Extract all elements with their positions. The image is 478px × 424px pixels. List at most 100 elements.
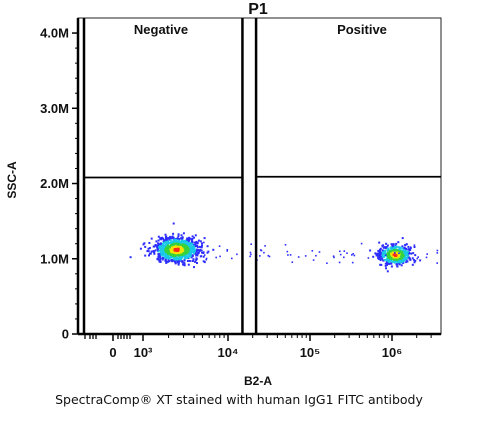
scattered-event-dot xyxy=(236,253,238,256)
negative-population-dot xyxy=(177,233,180,236)
negative-population-dot xyxy=(165,246,168,249)
negative-population-dot xyxy=(189,237,192,240)
positive-population-dot xyxy=(408,249,411,251)
negative-population-dot xyxy=(148,247,151,249)
negative-population-dot xyxy=(189,252,192,255)
negative-population-dot xyxy=(177,263,180,266)
negative-population-dot xyxy=(187,238,190,240)
negative-population-dot xyxy=(172,222,175,225)
negative-population-dot xyxy=(175,255,178,258)
scattered-event-dot xyxy=(304,255,307,257)
scattered-event-dot xyxy=(249,251,252,254)
negative-population-dot xyxy=(147,247,150,250)
negative-population-dot xyxy=(183,261,186,264)
positive-population-dot xyxy=(383,255,386,258)
negative-population-dot xyxy=(164,236,167,239)
scattered-event-dot xyxy=(426,253,428,255)
scattered-event-dot xyxy=(201,252,203,254)
scattered-event-dot xyxy=(267,254,270,257)
negative-population-dot xyxy=(169,239,172,242)
negative-population-dot xyxy=(150,250,153,253)
negative-population-dot xyxy=(161,254,164,257)
scattered-event-dot xyxy=(339,250,341,253)
positive-population-dot xyxy=(392,243,395,246)
scattered-event-dot xyxy=(343,256,345,259)
negative-population-dot xyxy=(139,247,142,250)
negative-population-dot xyxy=(191,247,194,250)
scattered-event-dot xyxy=(215,256,217,259)
y-tick-label: 4.0M xyxy=(40,26,69,41)
positive-population-dot xyxy=(381,250,384,253)
negative-population-dot xyxy=(157,242,159,245)
positive-population-dot xyxy=(398,258,401,260)
positive-population-dot xyxy=(403,253,406,255)
negative-population-dot xyxy=(171,259,174,262)
scattered-event-dot xyxy=(326,262,328,264)
negative-population-dot xyxy=(170,237,173,240)
positive-population-dot xyxy=(391,248,394,251)
negative-population-dot xyxy=(165,247,168,250)
scattered-event-dot xyxy=(339,253,342,256)
x-tick-label: 0 xyxy=(109,345,116,360)
negative-population-dot xyxy=(166,237,169,240)
negative-population-dot xyxy=(160,254,163,256)
negative-population-dot xyxy=(187,239,190,242)
negative-population-dot xyxy=(164,258,167,261)
negative-population-dot xyxy=(203,237,206,240)
x-tick-label: 10⁶ xyxy=(382,345,402,360)
scattered-event-dot xyxy=(333,256,335,259)
negative-population-dot xyxy=(153,252,156,255)
negative-population-dot xyxy=(203,261,206,264)
scattered-event-dot xyxy=(287,254,289,256)
scattered-event-dot xyxy=(219,255,221,258)
negative-population-dot xyxy=(157,250,160,253)
positive-population-dot xyxy=(396,256,399,259)
positive-population-dot xyxy=(381,257,384,260)
positive-population-dot xyxy=(379,263,382,266)
positive-population-dot xyxy=(386,270,389,273)
positive-population-dot xyxy=(378,241,381,244)
scattered-event-dot xyxy=(413,244,416,246)
positive-population-dot xyxy=(393,253,396,256)
positive-population-dot xyxy=(384,264,387,267)
scattered-event-dot xyxy=(200,255,203,257)
positive-population-dot xyxy=(389,250,392,253)
scattered-event-dot xyxy=(351,261,354,264)
negative-population-dot xyxy=(163,242,166,245)
positive-population-dot xyxy=(385,262,388,265)
negative-population-dot xyxy=(155,244,158,247)
negative-population-dot xyxy=(212,248,215,251)
scattered-event-dot xyxy=(249,255,251,258)
y-axis-label: SSC-A xyxy=(5,161,19,199)
positive-population-dot xyxy=(372,255,375,258)
positive-population-dot xyxy=(397,246,400,249)
positive-population-dot xyxy=(390,265,393,268)
negative-population-dot xyxy=(178,250,181,253)
positive-population-dot xyxy=(404,258,406,261)
negative-population-dot xyxy=(162,237,164,240)
scattered-event-dot xyxy=(263,251,265,254)
negative-population-dot xyxy=(167,241,170,244)
negative-population-dot xyxy=(168,260,171,263)
scattered-event-dot xyxy=(343,250,346,252)
negative-population-dot xyxy=(162,243,164,246)
negative-population-dot xyxy=(197,239,200,242)
positive-population-dot xyxy=(392,255,395,257)
scattered-event-dot xyxy=(408,253,410,255)
positive-population-dot xyxy=(405,243,408,246)
negative-population-dot xyxy=(142,243,145,246)
scattered-event-dot xyxy=(384,254,387,256)
negative-population-dot xyxy=(202,255,205,258)
negative-population-dot xyxy=(200,246,203,249)
negative-population-dot xyxy=(170,242,173,245)
negative-population-dot xyxy=(148,254,150,257)
positive-population-dot xyxy=(386,244,389,247)
x-tick-label: 10³ xyxy=(134,345,153,360)
positive-population-dot xyxy=(401,247,404,250)
positive-population-dot xyxy=(406,260,409,263)
positive-population-dot xyxy=(399,261,401,264)
negative-population-dot xyxy=(169,235,172,238)
axes: 0 1.0M 2.0M 3.0M 4.0M 0 10³ 10⁴ 10⁵ 10⁶ xyxy=(40,17,442,360)
population-dots xyxy=(129,222,439,273)
negative-population-dot xyxy=(174,262,177,265)
